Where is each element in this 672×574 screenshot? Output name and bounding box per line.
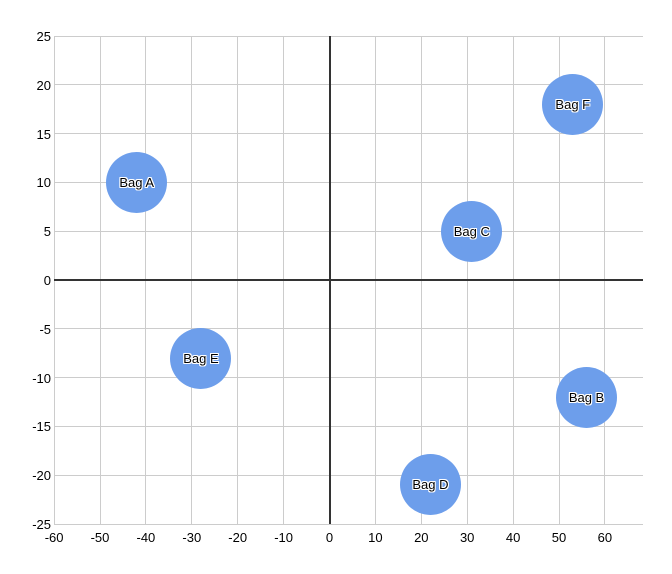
y-tick-label--5: -5 — [39, 321, 51, 337]
y-tick-label--10: -10 — [32, 370, 51, 386]
x-axis-zero-baseline — [54, 279, 643, 281]
x-tick-label-10: 10 — [368, 530, 383, 545]
bubble-bag-f[interactable]: Bag F — [542, 73, 604, 135]
bubble-label: Bag C — [453, 223, 490, 239]
y-tick-label-25: 25 — [36, 29, 51, 44]
h-gridline--10 — [54, 377, 643, 379]
bubble-bag-a[interactable]: Bag A — [106, 151, 168, 213]
h-gridline-20 — [54, 84, 643, 86]
x-tick-label--10: -10 — [274, 530, 293, 545]
bubble-bag-c[interactable]: Bag C — [441, 200, 503, 262]
h-gridline--25 — [54, 523, 643, 525]
bubble-label: Bag A — [119, 174, 155, 190]
bubble-bag-e[interactable]: Bag E — [170, 327, 232, 389]
x-tick-label--20: -20 — [228, 530, 248, 545]
x-tick-label--60: -60 — [44, 530, 64, 545]
x-tick-label-30: 30 — [459, 530, 475, 545]
x-tick-label-0: 0 — [325, 530, 334, 545]
x-tick-label--40: -40 — [136, 530, 156, 545]
y-tick-label--20: -20 — [32, 468, 51, 484]
x-tick-label--50: -50 — [90, 530, 110, 545]
bubble-label: Bag D — [412, 477, 449, 493]
h-gridline-15 — [54, 133, 643, 135]
h-gridline-5 — [54, 230, 643, 232]
h-gridline--5 — [54, 328, 643, 330]
x-tick-label-60: 60 — [597, 530, 613, 545]
y-tick-label-0: 0 — [43, 273, 51, 288]
bubble-bag-d[interactable]: Bag D — [399, 454, 461, 516]
y-tick-label-5: 5 — [43, 224, 51, 240]
y-tick-label--15: -15 — [32, 419, 51, 435]
x-tick-label-40: 40 — [505, 530, 521, 545]
bubble-label: Bag E — [183, 350, 219, 366]
bubble-label: Bag F — [555, 96, 591, 112]
y-tick-label-15: 15 — [36, 126, 51, 142]
h-gridline-25 — [54, 35, 643, 37]
x-tick-label-50: 50 — [551, 530, 567, 545]
y-tick-label-10: 10 — [36, 175, 51, 191]
x-tick-label-20: 20 — [414, 530, 429, 545]
h-gridline--20 — [54, 474, 643, 476]
y-tick-label-20: 20 — [36, 77, 51, 93]
h-gridline--15 — [54, 425, 643, 427]
y-tick-label--25: -25 — [32, 517, 51, 532]
bubble-bag-b[interactable]: Bag B — [556, 366, 618, 428]
h-gridline-10 — [54, 181, 643, 183]
bubble-label: Bag B — [568, 389, 605, 405]
x-tick-label--30: -30 — [182, 530, 202, 545]
